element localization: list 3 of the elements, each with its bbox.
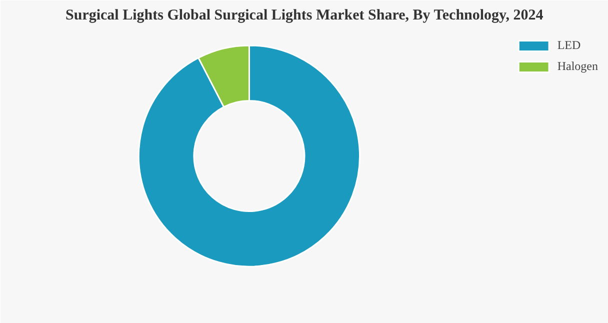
legend-label: Halogen (557, 59, 598, 74)
legend-label: LED (557, 38, 581, 53)
chart-title: Surgical Lights Global Surgical Lights Market Share, By Technology, 2024 (66, 8, 544, 24)
